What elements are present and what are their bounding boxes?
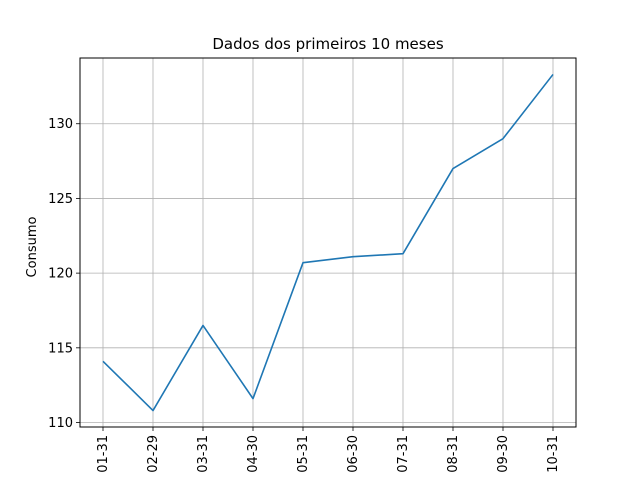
x-tick-label: 05-31 [296,435,311,473]
x-tick-label: 09-30 [496,435,511,473]
y-axis-label: Consumo [25,217,40,278]
x-tick-label: 04-30 [246,435,261,473]
x-tick-label: 08-31 [446,435,461,473]
y-axis-ticks: 110 115 120 125 130 [48,117,80,431]
x-tick-label: 02-29 [146,435,161,473]
y-tick-label: 125 [48,192,73,207]
y-tick-label: 130 [48,117,73,132]
x-axis-ticks: 01-31 02-29 03-31 04-30 05-31 06-30 07-31 08-31… [96,427,561,473]
axes-frame [79,57,577,428]
y-tick-label: 110 [48,416,73,431]
series-line [102,73,554,412]
y-tick-label: 115 [48,341,73,356]
x-tick-label: 01-31 [96,435,111,473]
grid-lines [80,58,576,427]
plot-frame [79,57,577,428]
x-tick-label: 03-31 [196,435,211,473]
x-tick-label: 07-31 [396,435,411,473]
y-tick-label: 120 [48,267,73,282]
x-tick-label: 10-31 [546,435,561,473]
x-tick-label: 06-30 [346,435,361,473]
series-layer [102,73,554,412]
chart-title: Dados dos primeiros 10 meses [212,35,444,53]
